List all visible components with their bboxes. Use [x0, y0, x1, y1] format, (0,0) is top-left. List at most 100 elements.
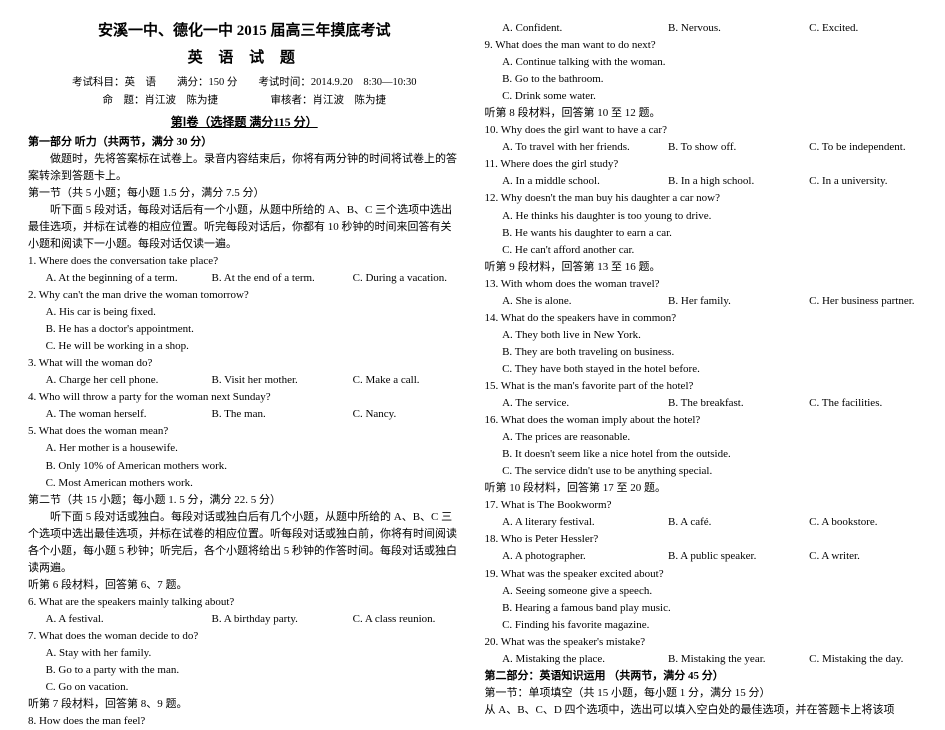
q1-opt-b: B. At the end of a term.	[212, 270, 353, 287]
instruction-3: 听下面 5 段对话或独白。每段对话或独白后有几个小题，从题中所给的 A、B、C …	[28, 509, 461, 577]
q17-opt-b: B. A café.	[668, 514, 809, 531]
q3-opt-c: C. Make a call.	[353, 372, 461, 389]
q13-opt-b: B. Her family.	[668, 293, 809, 310]
q11-options: A. In a middle school. B. In a high scho…	[502, 173, 917, 190]
q19-opt-c: C. Finding his favorite magazine.	[502, 617, 917, 634]
q6-opt-b: B. A birthday party.	[212, 611, 353, 628]
q16-opt-a: A. The prices are reasonable.	[502, 429, 917, 446]
question-18: 18. Who is Peter Hessler?	[485, 531, 918, 548]
section-1-2: 第二节（共 15 小题；每小题 1. 5 分，满分 22. 5 分）	[28, 492, 461, 509]
q4-opt-b: B. The man.	[212, 406, 353, 423]
q7-opt-c: C. Go on vacation.	[46, 679, 461, 696]
q11-opt-a: A. In a middle school.	[502, 173, 668, 190]
section-2-1: 第一节：单项填空（共 15 小题，每小题 1 分，满分 15 分）	[485, 685, 918, 702]
q3-opt-b: B. Visit her mother.	[212, 372, 353, 389]
q9-opt-b: B. Go to the bathroom.	[502, 71, 917, 88]
q11-opt-c: C. In a university.	[809, 173, 917, 190]
material-6: 听第 6 段材料，回答第 6、7 题。	[28, 577, 461, 594]
exam-meta-1: 考试科目：英 语 满分：150 分 考试时间：2014.9.20 8:30—10…	[28, 75, 461, 91]
q6-options: A. A festival. B. A birthday party. C. A…	[46, 611, 461, 628]
q20-opt-a: A. Mistaking the place.	[502, 651, 668, 668]
question-1: 1. Where does the conversation take plac…	[28, 253, 461, 270]
question-20: 20. What was the speaker's mistake?	[485, 634, 918, 651]
q14-opt-b: B. They are both traveling on business.	[502, 344, 917, 361]
exam-title-main: 安溪一中、德化一中 2015 届高三年摸底考试	[28, 20, 461, 43]
q8-opt-c: C. Excited.	[809, 20, 917, 37]
instruction-2: 听下面 5 段对话，每段对话后有一个小题，从题中所给的 A、B、C 三个选项中选…	[28, 202, 461, 253]
question-5: 5. What does the woman mean?	[28, 423, 461, 440]
q9-opt-a: A. Continue talking with the woman.	[502, 54, 917, 71]
exam-title-sub: 英 语 试 题	[28, 47, 461, 70]
q17-opt-a: A. A literary festival.	[502, 514, 668, 531]
q20-options: A. Mistaking the place. B. Mistaking the…	[502, 651, 917, 668]
question-6: 6. What are the speakers mainly talking …	[28, 594, 461, 611]
q5-opt-b: B. Only 10% of American mothers work.	[46, 458, 461, 475]
q3-opt-a: A. Charge her cell phone.	[46, 372, 212, 389]
material-10: 听第 8 段材料，回答第 10 至 12 题。	[485, 105, 918, 122]
q20-opt-c: C. Mistaking the day.	[809, 651, 917, 668]
question-13: 13. With whom does the woman travel?	[485, 276, 918, 293]
question-16: 16. What does the woman imply about the …	[485, 412, 918, 429]
q16-opt-b: B. It doesn't seem like a nice hotel fro…	[502, 446, 917, 463]
q19-opt-a: A. Seeing someone give a speech.	[502, 583, 917, 600]
part-1-listening: 第一部分 听力（共两节，满分 30 分）	[28, 134, 461, 151]
q3-options: A. Charge her cell phone. B. Visit her m…	[46, 372, 461, 389]
question-7: 7. What does the woman decide to do?	[28, 628, 461, 645]
q18-opt-a: A. A photographer.	[502, 548, 668, 565]
q8-opt-a: A. Confident.	[502, 20, 668, 37]
q17-opt-c: C. A bookstore.	[809, 514, 917, 531]
q18-opt-b: B. A public speaker.	[668, 548, 809, 565]
q12-opt-c: C. He can't afford another car.	[502, 242, 917, 259]
q15-opt-b: B. The breakfast.	[668, 395, 809, 412]
q11-opt-b: B. In a high school.	[668, 173, 809, 190]
q2-opt-b: B. He has a doctor's appointment.	[46, 321, 461, 338]
question-17: 17. What is The Bookworm?	[485, 497, 918, 514]
q16-opt-c: C. The service didn't use to be anything…	[502, 463, 917, 480]
q13-options: A. She is alone. B. Her family. C. Her b…	[502, 293, 917, 310]
q10-opt-a: A. To travel with her friends.	[502, 139, 668, 156]
question-10: 10. Why does the girl want to have a car…	[485, 122, 918, 139]
q14-opt-a: A. They both live in New York.	[502, 327, 917, 344]
right-column: A. Confident. B. Nervous. C. Excited. 9.…	[485, 20, 918, 648]
q6-opt-c: C. A class reunion.	[353, 611, 461, 628]
exam-meta-2: 命 题：肖江波 陈为捷 审核者：肖江波 陈为捷	[28, 93, 461, 109]
material-13: 听第 9 段材料，回答第 13 至 16 题。	[485, 259, 918, 276]
question-19: 19. What was the speaker excited about?	[485, 566, 918, 583]
q4-opt-c: C. Nancy.	[353, 406, 461, 423]
q10-opt-b: B. To show off.	[668, 139, 809, 156]
section-1-header: 第Ⅰ卷（选择题 满分115 分）	[28, 113, 461, 132]
q1-opt-c: C. During a vacation.	[353, 270, 461, 287]
instruction-4: 从 A、B、C、D 四个选项中，选出可以填入空白处的最佳选项，并在答题卡上将该项	[485, 702, 918, 719]
q8-options: A. Confident. B. Nervous. C. Excited.	[502, 20, 917, 37]
question-12: 12. Why doesn't the man buy his daughter…	[485, 190, 918, 207]
q15-options: A. The service. B. The breakfast. C. The…	[502, 395, 917, 412]
q2-opt-c: C. He will be working in a shop.	[46, 338, 461, 355]
q7-opt-b: B. Go to a party with the man.	[46, 662, 461, 679]
question-3: 3. What will the woman do?	[28, 355, 461, 372]
left-column: 安溪一中、德化一中 2015 届高三年摸底考试 英 语 试 题 考试科目：英 语…	[28, 20, 461, 648]
q2-opt-a: A. His car is being fixed.	[46, 304, 461, 321]
q17-options: A. A literary festival. B. A café. C. A …	[502, 514, 917, 531]
q13-opt-c: C. Her business partner.	[809, 293, 917, 310]
part-2-header: 第二部分：英语知识运用 （共两节，满分 45 分）	[485, 668, 918, 685]
q18-opt-c: C. A writer.	[809, 548, 917, 565]
q12-opt-b: B. He wants his daughter to earn a car.	[502, 225, 917, 242]
question-14: 14. What do the speakers have in common?	[485, 310, 918, 327]
q19-opt-b: B. Hearing a famous band play music.	[502, 600, 917, 617]
q7-opt-a: A. Stay with her family.	[46, 645, 461, 662]
question-8: 8. How does the man feel?	[28, 713, 461, 730]
question-11: 11. Where does the girl study?	[485, 156, 918, 173]
question-9: 9. What does the man want to do next?	[485, 37, 918, 54]
section-1-1: 第一节（共 5 小题；每小题 1.5 分，满分 7.5 分）	[28, 185, 461, 202]
q10-opt-c: C. To be independent.	[809, 139, 917, 156]
question-15: 15. What is the man's favorite part of t…	[485, 378, 918, 395]
q1-opt-a: A. At the beginning of a term.	[46, 270, 212, 287]
q9-opt-c: C. Drink some water.	[502, 88, 917, 105]
q8-opt-b: B. Nervous.	[668, 20, 809, 37]
q12-opt-a: A. He thinks his daughter is too young t…	[502, 208, 917, 225]
q4-opt-a: A. The woman herself.	[46, 406, 212, 423]
q6-opt-a: A. A festival.	[46, 611, 212, 628]
instruction-1: 做题时，先将答案标在试卷上。录音内容结束后，你将有两分钟的时间将试卷上的答案转涂…	[28, 151, 461, 185]
q13-opt-a: A. She is alone.	[502, 293, 668, 310]
q14-opt-c: C. They have both stayed in the hotel be…	[502, 361, 917, 378]
